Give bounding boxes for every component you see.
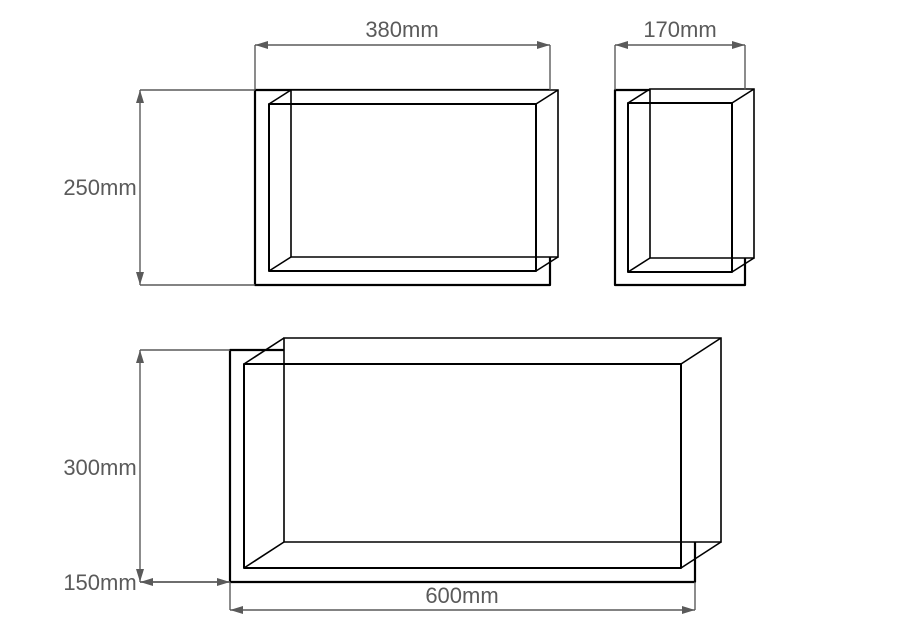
dimension-label: 380mm — [365, 17, 438, 42]
dim-170: 170mm — [615, 17, 745, 90]
dim-600: 600mm — [230, 582, 695, 610]
dimension-arrow — [140, 578, 153, 586]
dimension-arrow — [682, 606, 695, 614]
dimension-arrow — [136, 569, 144, 582]
dimension-label: 600mm — [425, 583, 498, 608]
dimension-label: 250mm — [63, 175, 136, 200]
dimension-label: 170mm — [643, 17, 716, 42]
box-small — [615, 89, 754, 285]
technical-drawing: 380mm 170mm 250mm 300mm 150mm 600mm — [0, 0, 900, 630]
box-large — [230, 338, 721, 582]
dimension-arrow — [136, 272, 144, 285]
dimension-arrow — [615, 41, 628, 49]
dimension-label: 150mm — [63, 570, 136, 595]
dimension-arrow — [217, 578, 230, 586]
dimension-arrow — [136, 350, 144, 363]
dimension-arrow — [230, 606, 243, 614]
dim-250: 250mm — [63, 90, 255, 285]
dim-380: 380mm — [255, 17, 550, 90]
box-back-face — [291, 90, 558, 257]
dim-300: 300mm — [63, 350, 230, 582]
dimension-arrow — [136, 90, 144, 103]
dimension-arrow — [255, 41, 268, 49]
box-back-face — [284, 338, 721, 542]
dimension-label: 300mm — [63, 455, 136, 480]
dimension-arrow — [537, 41, 550, 49]
box-back-face — [650, 89, 754, 258]
box-medium — [255, 90, 558, 285]
dimension-arrow — [732, 41, 745, 49]
